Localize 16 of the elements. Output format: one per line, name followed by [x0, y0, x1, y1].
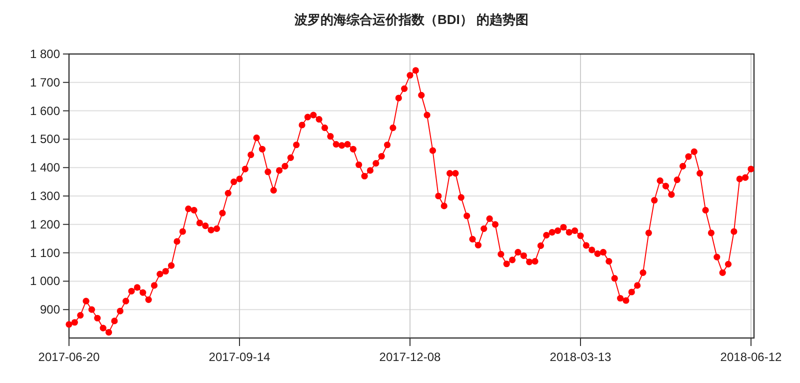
y-tick-label: 1 300 [30, 189, 60, 203]
y-tick-label: 1 500 [30, 132, 60, 146]
y-tick-label: 1 000 [30, 274, 60, 288]
x-tick-label: 2017-12-08 [379, 350, 442, 364]
x-tick-label: 2018-06-12 [720, 350, 782, 364]
y-tick-label: 1 400 [30, 160, 60, 175]
x-tick-label: 2017-09-14 [208, 350, 271, 364]
y-tick-label: 1 100 [30, 246, 60, 260]
y-tick-label: 1 600 [30, 104, 60, 118]
y-tick-label: 900 [40, 302, 60, 317]
x-tick-label: 2018-03-13 [550, 350, 612, 364]
x-tick-label: 2017-06-20 [38, 350, 100, 364]
y-tick-label: 1 700 [30, 75, 60, 90]
y-tick-label: 1 800 [30, 47, 60, 61]
y-tick-label: 1 200 [30, 217, 60, 232]
chart-title: 波罗的海综合运价指数（BDI） 的趋势图 [294, 12, 528, 27]
